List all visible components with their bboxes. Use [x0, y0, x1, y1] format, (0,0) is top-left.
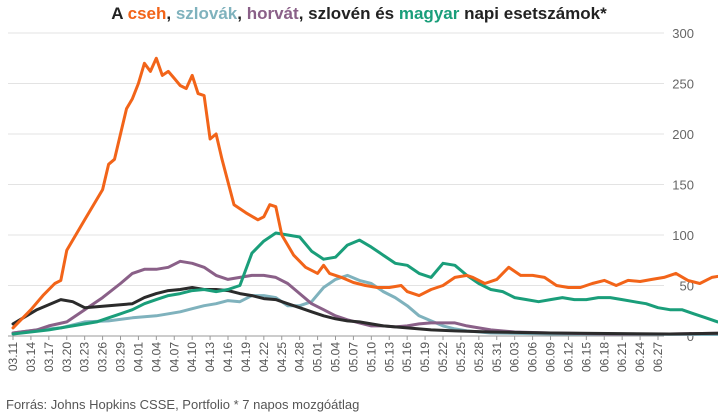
x-tick-label: 04.19	[239, 342, 253, 372]
title-hu: magyar	[398, 4, 460, 23]
chart-title: A cseh, szlovák, horvát, szlovén és magy…	[0, 4, 718, 24]
x-tick-label: 04.07	[167, 342, 181, 372]
series-line-cz	[11, 56, 718, 330]
y-tick-label: 0	[687, 329, 694, 344]
x-tick-label: 06.27	[651, 342, 665, 372]
x-tick-label: 05.31	[490, 342, 504, 372]
title-mid: , szlovén és	[298, 4, 399, 23]
x-tick-label: 03.26	[96, 342, 110, 372]
y-tick-label: 200	[672, 127, 694, 142]
x-tick-label: 04.16	[221, 342, 235, 372]
x-tick-label: 06.18	[597, 342, 611, 372]
title-hr: horvát	[246, 4, 299, 23]
x-tick-label: 05.01	[311, 342, 325, 372]
x-tick-label: 06.21	[615, 342, 629, 372]
y-tick-label: 250	[672, 77, 694, 92]
y-tick-label: 300	[672, 26, 694, 41]
title-cz: cseh	[127, 4, 167, 23]
x-tick-label: 05.28	[472, 342, 486, 372]
x-tick-label: 03.29	[114, 342, 128, 372]
x-tick-label: 05.10	[364, 342, 378, 372]
title-sep2: ,	[237, 4, 247, 23]
x-tick-label: 05.13	[382, 342, 396, 372]
x-tick-label: 06.09	[544, 342, 558, 372]
y-tick-label: 150	[672, 178, 694, 193]
title-suffix: napi esetszámok*	[459, 4, 607, 23]
x-tick-label: 04.04	[149, 342, 163, 372]
x-tick-label: 04.25	[275, 342, 289, 372]
title-sk: szlovák	[175, 4, 238, 23]
x-tick-label: 04.22	[257, 342, 271, 372]
x-tick-label: 04.13	[203, 342, 217, 372]
title-prefix: A	[111, 4, 128, 23]
x-tick-label: 03.23	[78, 342, 92, 372]
title-sep1: ,	[166, 4, 176, 23]
x-tick-label: 06.24	[633, 342, 647, 372]
x-tick-label: 04.01	[131, 342, 145, 372]
x-tick-label: 06.12	[561, 342, 575, 372]
x-tick-label: 03.20	[60, 342, 74, 372]
x-tick-label: 05.25	[454, 342, 468, 372]
x-tick-label: 03.17	[42, 342, 56, 372]
x-tick-label: 03.11	[6, 342, 20, 371]
x-tick-label: 06.06	[526, 342, 540, 372]
x-tick-label: 05.04	[329, 342, 343, 372]
x-tick-label: 06.03	[508, 342, 522, 372]
x-tick-label: 05.22	[436, 342, 450, 372]
x-tick-label: 03.14	[24, 342, 38, 372]
x-tick-label: 04.10	[185, 342, 199, 372]
y-tick-label: 100	[672, 228, 694, 243]
x-tick-label: 06.15	[579, 342, 593, 372]
source-note: Forrás: Johns Hopkins CSSE, Portfolio * …	[6, 397, 360, 412]
x-tick-label: 05.16	[400, 342, 414, 372]
x-tick-label: 05.19	[418, 342, 432, 372]
x-tick-label: 05.07	[346, 342, 360, 372]
x-tick-label: 04.28	[293, 342, 307, 372]
series-line-si	[11, 286, 718, 336]
